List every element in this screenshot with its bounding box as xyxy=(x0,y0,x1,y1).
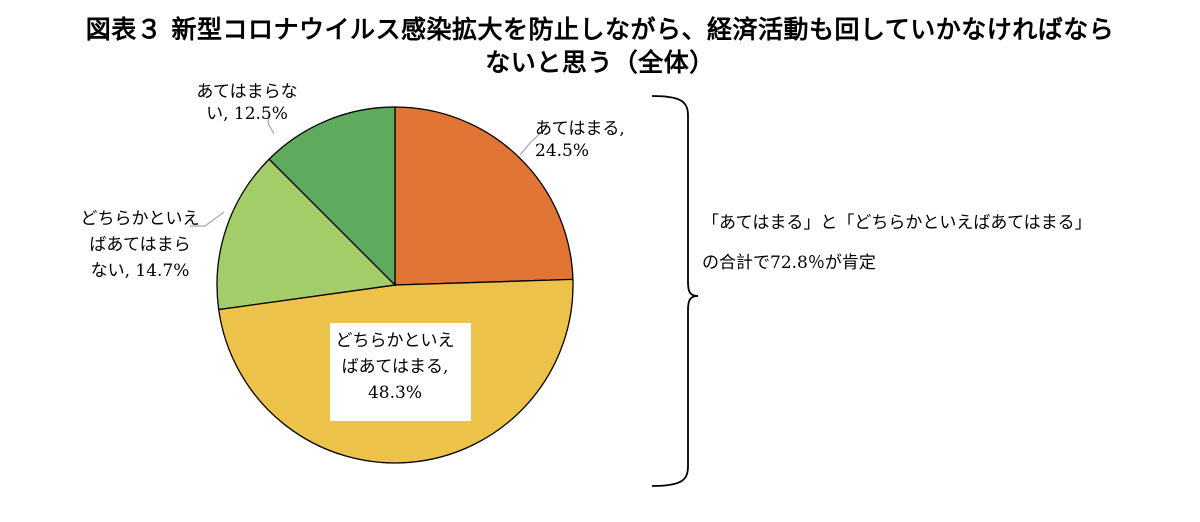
annotation-line-1: 「あてはまる」と「どちらかといえばあてはまる」 xyxy=(702,213,1092,233)
leader-line-1 xyxy=(519,125,549,156)
data-label-box-2 xyxy=(330,323,471,421)
data-label-4-line-1: あてはまらな xyxy=(196,82,297,102)
chart-title-line-2: ないと思う（全体） xyxy=(485,48,715,77)
data-label-3-line-2: ばあてはまら xyxy=(89,235,190,255)
data-label-1-line-1: あてはまる, xyxy=(535,119,625,139)
leader-line-4 xyxy=(267,113,275,135)
data-label-2-line-3: 48.3% xyxy=(368,383,422,403)
pie-slice-3 xyxy=(216,158,397,311)
slice-labels: あてはまる,24.5%どちらかといえばあてはまる,48.3%どちらかといえばあて… xyxy=(81,82,625,421)
data-label-1-line-2: 24.5% xyxy=(535,141,589,161)
data-label-2-line-2: ばあてはまる, xyxy=(342,357,449,377)
data-label-3-line-1: どちらかといえ xyxy=(81,209,200,229)
data-label-4-line-2: い, 12.5% xyxy=(206,104,288,124)
pie-slice-1 xyxy=(394,106,574,286)
chart-title-line-1: 図表３ 新型コロナウイルス感染拡大を防止しながら、経済活動も回していかなければな… xyxy=(85,15,1115,44)
data-label-3-line-3: ない, 14.7% xyxy=(91,261,190,281)
grouping-brace xyxy=(651,95,699,487)
label-leader-lines xyxy=(190,113,549,227)
pie-slice-4 xyxy=(268,106,396,287)
data-label-2-line-1: どちらかといえ xyxy=(336,331,455,351)
annotation-line-2: の合計で72.8％が肯定 xyxy=(702,253,876,273)
leader-line-3 xyxy=(190,211,225,227)
